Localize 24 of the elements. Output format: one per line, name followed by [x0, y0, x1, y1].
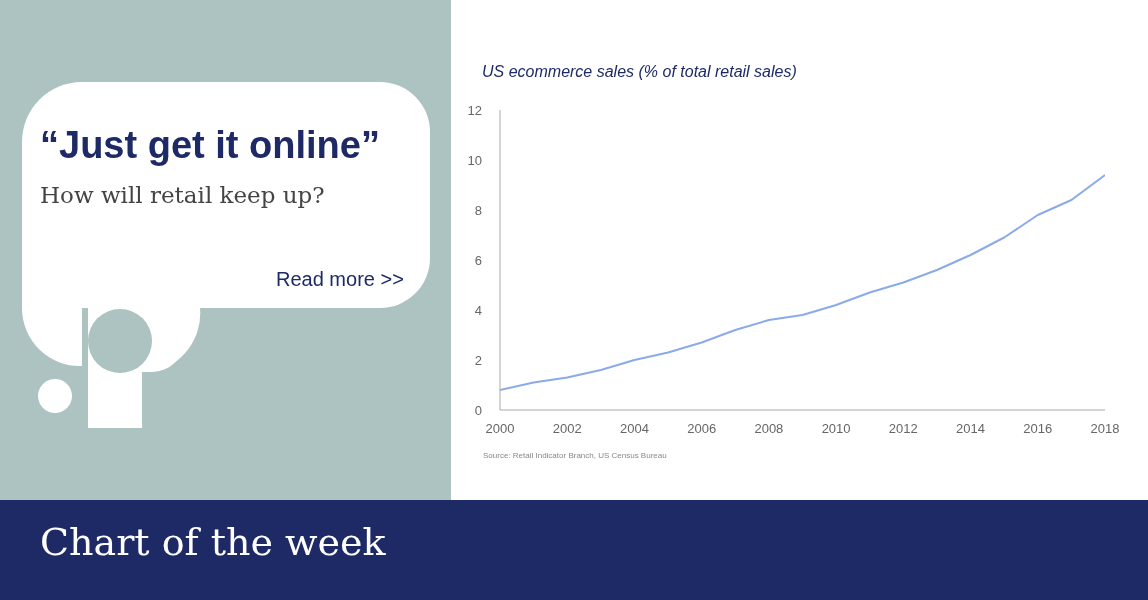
x-tick-label: 2010	[821, 421, 851, 437]
x-tick-label: 2006	[687, 421, 717, 437]
line-series	[500, 174, 1105, 391]
x-tick-label: 2004	[619, 421, 649, 437]
text: “Just get it online”	[40, 124, 380, 167]
x-tick-label: 2012	[888, 421, 918, 437]
text: Chart of the week	[40, 520, 386, 564]
x-tick-label: 2002	[552, 421, 582, 437]
x-tick-label: 2016	[1023, 421, 1053, 437]
y-tick-label: 12	[467, 102, 482, 118]
x-tick-label: 2018	[1090, 421, 1120, 437]
source-note: Source: Retail Indicator Branch, US Census Bureau	[483, 451, 667, 460]
x-tick-label: 2014	[956, 421, 986, 437]
text: Read more >>	[276, 268, 404, 291]
y-tick-label: 6	[474, 252, 482, 268]
text: How will retail keep up?	[40, 182, 325, 208]
y-tick-label: 10	[467, 152, 482, 168]
y-tick-label: 0	[474, 402, 482, 418]
chart-title: US ecommerce sales (% of total retail sales)	[482, 63, 797, 81]
x-tick-label: 2008	[754, 421, 784, 437]
y-tick-label: 2	[474, 352, 482, 368]
y-tick-label: 4	[474, 302, 482, 318]
y-tick-label: 8	[474, 202, 482, 218]
x-tick-label: 2000	[485, 421, 515, 437]
